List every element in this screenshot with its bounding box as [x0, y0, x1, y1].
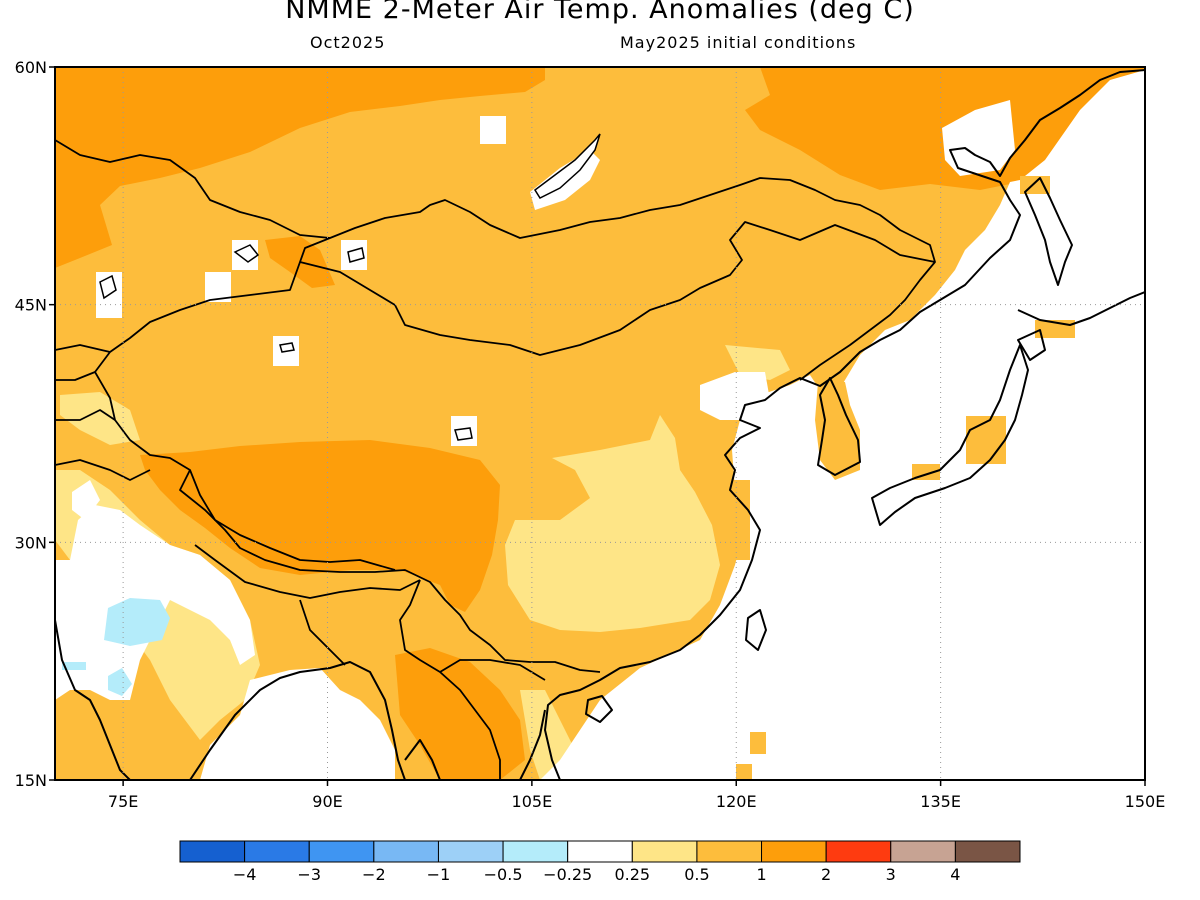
- neutral-cell: [480, 116, 506, 144]
- coastline-indochina: [404, 709, 546, 780]
- lake-issyk-kul: [279, 342, 295, 353]
- legend-swatch: [244, 840, 310, 863]
- warm-cells-korea: [815, 382, 860, 480]
- weak-anomaly-vietnam-coast: [520, 690, 575, 780]
- border-china-mongolia: [299, 177, 936, 356]
- warm-cell-taiwan: [750, 732, 766, 754]
- coastline-hainan: [585, 695, 613, 723]
- warm-cell-japan: [966, 416, 1006, 464]
- legend-label: −0.5: [484, 865, 523, 884]
- legend-label: 0.25: [614, 865, 650, 884]
- legend-label: 3: [886, 865, 896, 884]
- neutral-anomaly-india-north: [72, 480, 100, 520]
- legend-label: 1: [756, 865, 766, 884]
- neutral-anomaly-bay-of-bengal: [200, 668, 395, 780]
- border-central-asia: [55, 344, 151, 481]
- coastline-japan: [871, 344, 1029, 526]
- legend-swatch: [761, 840, 827, 863]
- weak-anomaly-south-china: [505, 415, 720, 632]
- map-frame: [54, 66, 1146, 781]
- cool-anomaly-cell: [62, 662, 86, 670]
- axis-ticks: 60N 45N 30N 15N 75E 90E 105E 120E 135E 150E: [15, 58, 1166, 811]
- legend-label: 2: [821, 865, 831, 884]
- legend-swatch: [502, 840, 569, 863]
- neutral-anomaly-bohai: [700, 372, 770, 420]
- map-title: NMME 2-Meter Air Temp. Anomalies (deg C): [285, 0, 915, 25]
- lake-balkhash: [233, 244, 260, 263]
- lon-tick-label: 150E: [1125, 792, 1166, 811]
- coastline-taiwan: [745, 609, 767, 651]
- legend-swatch: [631, 840, 698, 863]
- lon-tick-label: 105E: [512, 792, 553, 811]
- lat-tick-label: 45N: [15, 296, 47, 315]
- initial-conditions-label: May2025 initial conditions: [620, 33, 857, 52]
- coastline-sakhalin: [1024, 177, 1073, 286]
- weak-anomaly-ganges: [190, 640, 240, 700]
- strong-anomaly-indochina: [395, 648, 525, 780]
- strong-anomaly-tibet: [140, 440, 500, 612]
- coastline-hokkaido: [1017, 291, 1145, 361]
- border-kazakhstan-russia: [55, 139, 331, 239]
- grid-lines: [55, 67, 1145, 780]
- legend-swatch: [567, 840, 633, 863]
- legend-swatch: [437, 840, 504, 863]
- lat-tick-label: 30N: [15, 533, 47, 552]
- legend-swatch: [825, 840, 892, 863]
- neutral-cell: [205, 272, 231, 302]
- border-northeast-china: [799, 261, 936, 381]
- legend-swatch: [890, 840, 956, 863]
- weak-anomaly-korea: [725, 345, 790, 380]
- cool-anomaly-india: [104, 598, 170, 646]
- legend-swatch: [373, 840, 439, 863]
- lon-tick-label: 120E: [716, 792, 757, 811]
- lake-qinghai: [454, 427, 473, 441]
- warm-cell-luzon: [736, 764, 752, 780]
- legend-label: −4: [233, 865, 257, 884]
- lon-tick-label: 135E: [920, 792, 961, 811]
- legend-label: −1: [427, 865, 451, 884]
- valid-month-label: Oct2025: [310, 33, 386, 52]
- legend-label: −2: [362, 865, 386, 884]
- legend-label: 0.5: [684, 865, 709, 884]
- legend-label: −3: [297, 865, 321, 884]
- lon-tick-label: 75E: [108, 792, 138, 811]
- coastline-korea: [817, 377, 861, 476]
- coastline-east-asia: [544, 69, 1145, 780]
- coastline-india: [55, 619, 406, 780]
- lon-tick-label: 90E: [312, 792, 342, 811]
- legend-swatch: [696, 840, 763, 863]
- legend-label: 4: [950, 865, 960, 884]
- legend-label: −0.25: [543, 865, 592, 884]
- border-himalaya: [189, 469, 421, 599]
- lat-tick-label: 15N: [15, 771, 47, 790]
- lake-zaysan: [347, 247, 365, 263]
- warm-cell-east-china: [728, 480, 750, 560]
- neutral-anomaly-okhotsk-coast: [942, 100, 1015, 176]
- strong-anomaly-siberia: [55, 67, 545, 268]
- legend-swatch: [308, 840, 375, 863]
- weak-anomaly-north-india: [60, 392, 140, 445]
- lat-tick-label: 60N: [15, 58, 47, 77]
- lake-aral: [99, 274, 117, 300]
- cool-anomaly-india-small: [108, 668, 132, 696]
- color-legend: −4 −3 −2 −1 −0.5 −0.25 0.25 0.5 1 2 3 4: [179, 840, 1021, 884]
- border-southeast-asia: [299, 579, 546, 780]
- legend-swatch: [179, 840, 246, 863]
- lake-baikal: [533, 133, 601, 199]
- legend-swatch: [954, 840, 1021, 863]
